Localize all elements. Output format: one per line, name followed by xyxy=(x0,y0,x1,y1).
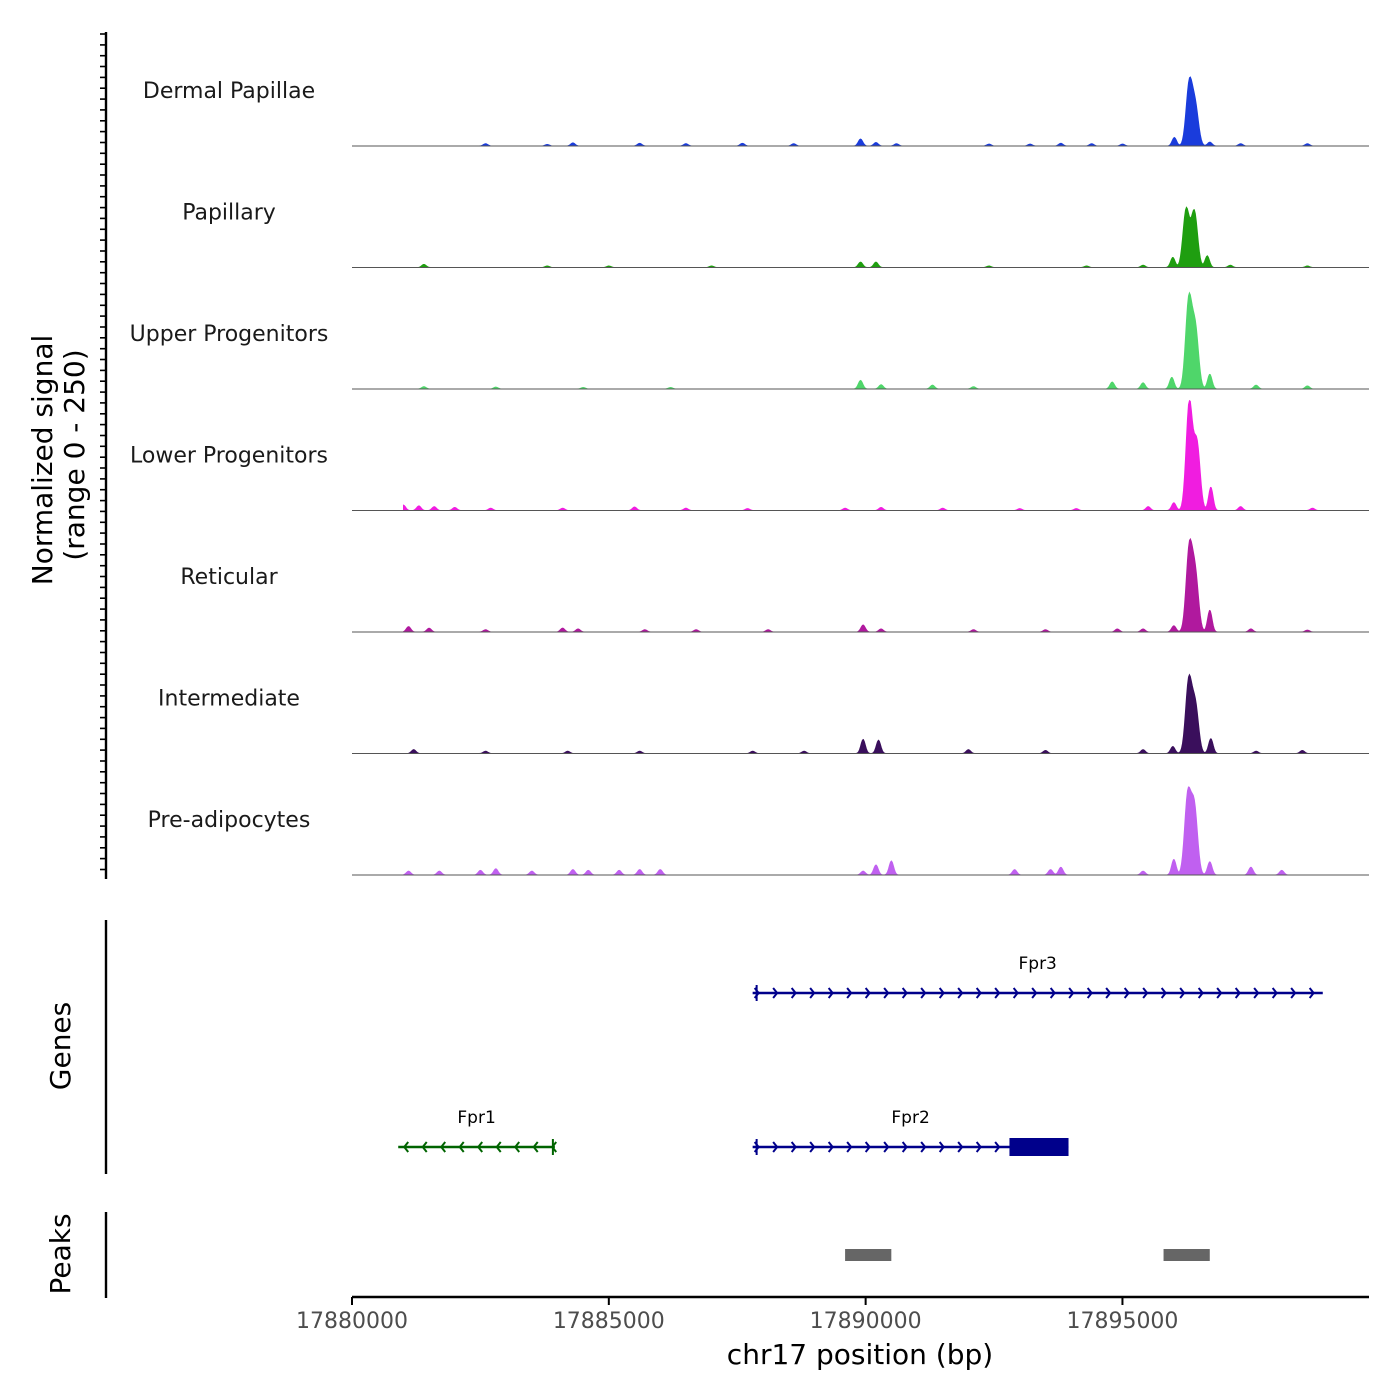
strand-arrow xyxy=(790,1141,797,1153)
strand-arrow xyxy=(1160,987,1167,999)
y-axis-title-line1: Normalized signal xyxy=(26,335,59,586)
signal-area xyxy=(403,399,1323,511)
x-axis: 17880000 17885000 17890000 17895000 xyxy=(296,1295,1369,1334)
signal-area xyxy=(403,786,1323,876)
gene-fpr2: Fpr2 xyxy=(752,1108,1069,1156)
strand-arrow xyxy=(1123,987,1130,999)
signal-area xyxy=(403,206,1323,268)
strand-arrow xyxy=(975,987,982,999)
strand-arrow xyxy=(1049,987,1056,999)
gene-fpr3: Fpr3 xyxy=(752,954,1323,1001)
strand-arrow xyxy=(402,1141,410,1153)
strand-arrow xyxy=(532,1141,539,1153)
gene-label: Fpr3 xyxy=(1019,954,1057,974)
track-dermal-papillae: Dermal Papillae xyxy=(143,76,1369,147)
strand-arrow xyxy=(994,1141,1001,1153)
track-upper-progenitors: Upper Progenitors xyxy=(130,291,1369,390)
strand-arrow xyxy=(790,987,797,999)
gene-label: Fpr1 xyxy=(457,1108,495,1128)
track-label: Pre-adipocytes xyxy=(148,808,311,833)
strand-arrow xyxy=(1105,987,1112,999)
strand-arrow xyxy=(1179,987,1186,999)
signal-area xyxy=(403,291,1323,390)
strand-arrow xyxy=(1253,987,1260,999)
strand-arrow xyxy=(864,987,871,999)
strand-arrow xyxy=(883,1141,890,1153)
track-label: Dermal Papillae xyxy=(143,79,315,104)
strand-arrow xyxy=(1234,987,1241,999)
strand-arrow xyxy=(920,1141,927,1153)
strand-arrow xyxy=(1012,987,1019,999)
strand-arrow xyxy=(975,1141,982,1153)
strand-arrow xyxy=(495,1141,502,1153)
peak-regions xyxy=(845,1249,1210,1261)
track-reticular: Reticular xyxy=(180,537,1369,633)
x-tick-label: 17885000 xyxy=(553,1309,665,1334)
strand-arrow xyxy=(772,987,779,999)
strand-arrow xyxy=(1142,987,1149,999)
signal-area xyxy=(403,537,1323,633)
strand-arrow xyxy=(1086,987,1093,999)
strand-arrow xyxy=(1216,987,1223,999)
peaks-axis-title: Peaks xyxy=(44,1213,77,1294)
strand-arrow xyxy=(920,987,927,999)
strand-arrow xyxy=(901,987,908,999)
strand-arrow xyxy=(513,1141,521,1153)
strand-arrow xyxy=(938,1141,945,1153)
strand-arrow xyxy=(439,1141,447,1153)
strand-arrow xyxy=(846,987,853,999)
strand-arrow xyxy=(421,1141,428,1153)
strand-arrow xyxy=(1031,987,1038,999)
strand-arrow xyxy=(1290,987,1297,999)
strand-arrow xyxy=(476,1141,484,1153)
gene-annotations: Fpr3 Fpr1 Fpr2 xyxy=(398,954,1323,1156)
strand-arrow xyxy=(883,987,890,999)
strand-arrow xyxy=(957,1141,964,1153)
strand-arrow xyxy=(901,1141,908,1153)
x-tick-label: 17895000 xyxy=(1066,1309,1178,1334)
strand-arrow xyxy=(827,1141,834,1153)
x-tick-label: 17890000 xyxy=(810,1309,922,1334)
strand-arrow xyxy=(846,1141,853,1153)
x-axis-title: chr17 position (bp) xyxy=(727,1338,993,1371)
strand-arrow xyxy=(809,987,816,999)
genes-axis-title: Genes xyxy=(44,1002,77,1090)
strand-arrow xyxy=(1271,987,1278,999)
gene-exon xyxy=(1009,1138,1069,1156)
strand-arrow xyxy=(772,1141,779,1153)
track-intermediate: Intermediate xyxy=(158,673,1369,754)
strand-arrow xyxy=(827,987,834,999)
strand-arrow xyxy=(864,1141,871,1153)
strand-arrow xyxy=(957,987,964,999)
track-papillary: Papillary xyxy=(182,201,1369,268)
track-label: Lower Progenitors xyxy=(130,444,328,469)
signal-area xyxy=(403,673,1323,754)
strand-arrow xyxy=(1197,987,1204,999)
track-pre-adipocytes: Pre-adipocytes xyxy=(148,786,1369,876)
track-label: Intermediate xyxy=(158,687,300,712)
peak-region xyxy=(845,1249,892,1261)
track-label: Reticular xyxy=(180,565,278,590)
strand-arrow xyxy=(809,1141,816,1153)
coverage-tracks: Dermal Papillae Papillary Upper Progenitor… xyxy=(130,76,1369,876)
peak-region xyxy=(1163,1249,1210,1261)
signal-area xyxy=(403,76,1323,147)
strand-arrow xyxy=(938,987,945,999)
y-axis-title-line2: (range 0 - 250) xyxy=(58,349,91,560)
strand-arrow xyxy=(994,987,1001,999)
track-label: Papillary xyxy=(182,201,276,226)
strand-arrow xyxy=(1308,987,1315,999)
track-lower-progenitors: Lower Progenitors xyxy=(130,399,1369,511)
strand-arrow xyxy=(458,1141,465,1153)
gene-label: Fpr2 xyxy=(891,1108,929,1128)
track-label: Upper Progenitors xyxy=(130,322,329,347)
strand-arrow xyxy=(1068,987,1075,999)
gene-fpr1: Fpr1 xyxy=(398,1108,558,1155)
x-tick-label: 17880000 xyxy=(296,1309,408,1334)
signal-y-axis xyxy=(100,32,108,879)
